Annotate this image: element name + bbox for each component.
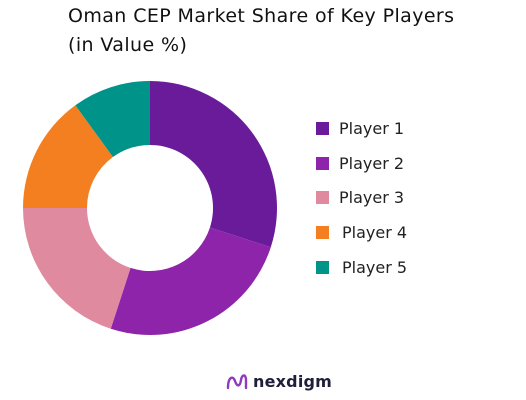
- nexdigm-logo-icon: [226, 374, 248, 390]
- legend-item-player-1: Player 1: [316, 116, 404, 140]
- legend-item-player-2: Player 2: [316, 151, 404, 175]
- chart-title: Oman CEP Market Share of Key Players (in…: [68, 2, 508, 60]
- legend-swatch: [316, 121, 329, 135]
- legend-swatch: [316, 260, 329, 274]
- donut-slice-2: [110, 227, 271, 335]
- legend-item-player-4: Player 4: [316, 220, 407, 244]
- legend-item-player-3: Player 3: [316, 185, 404, 209]
- donut-slice-5: [75, 81, 150, 158]
- legend-swatch: [316, 156, 329, 170]
- brand-name: nexdigm: [253, 371, 333, 391]
- brand-footer: nexdigm: [226, 368, 332, 394]
- donut-slice-1: [150, 81, 277, 248]
- legend-label: Player 3: [339, 187, 405, 207]
- legend-label: Player 1: [339, 118, 405, 138]
- legend-label: Player 4: [342, 222, 408, 242]
- legend-swatch: [316, 225, 329, 239]
- legend-label: Player 2: [339, 153, 405, 173]
- donut-slice-4: [23, 105, 113, 208]
- legend-label: Player 5: [342, 257, 408, 277]
- donut-slice-3: [23, 208, 131, 329]
- legend-swatch: [316, 190, 329, 204]
- chart-title-line-2: (in Value %): [68, 34, 188, 56]
- legend-item-player-5: Player 5: [316, 255, 407, 279]
- chart-title-line-1: Oman CEP Market Share of Key Players: [68, 5, 455, 27]
